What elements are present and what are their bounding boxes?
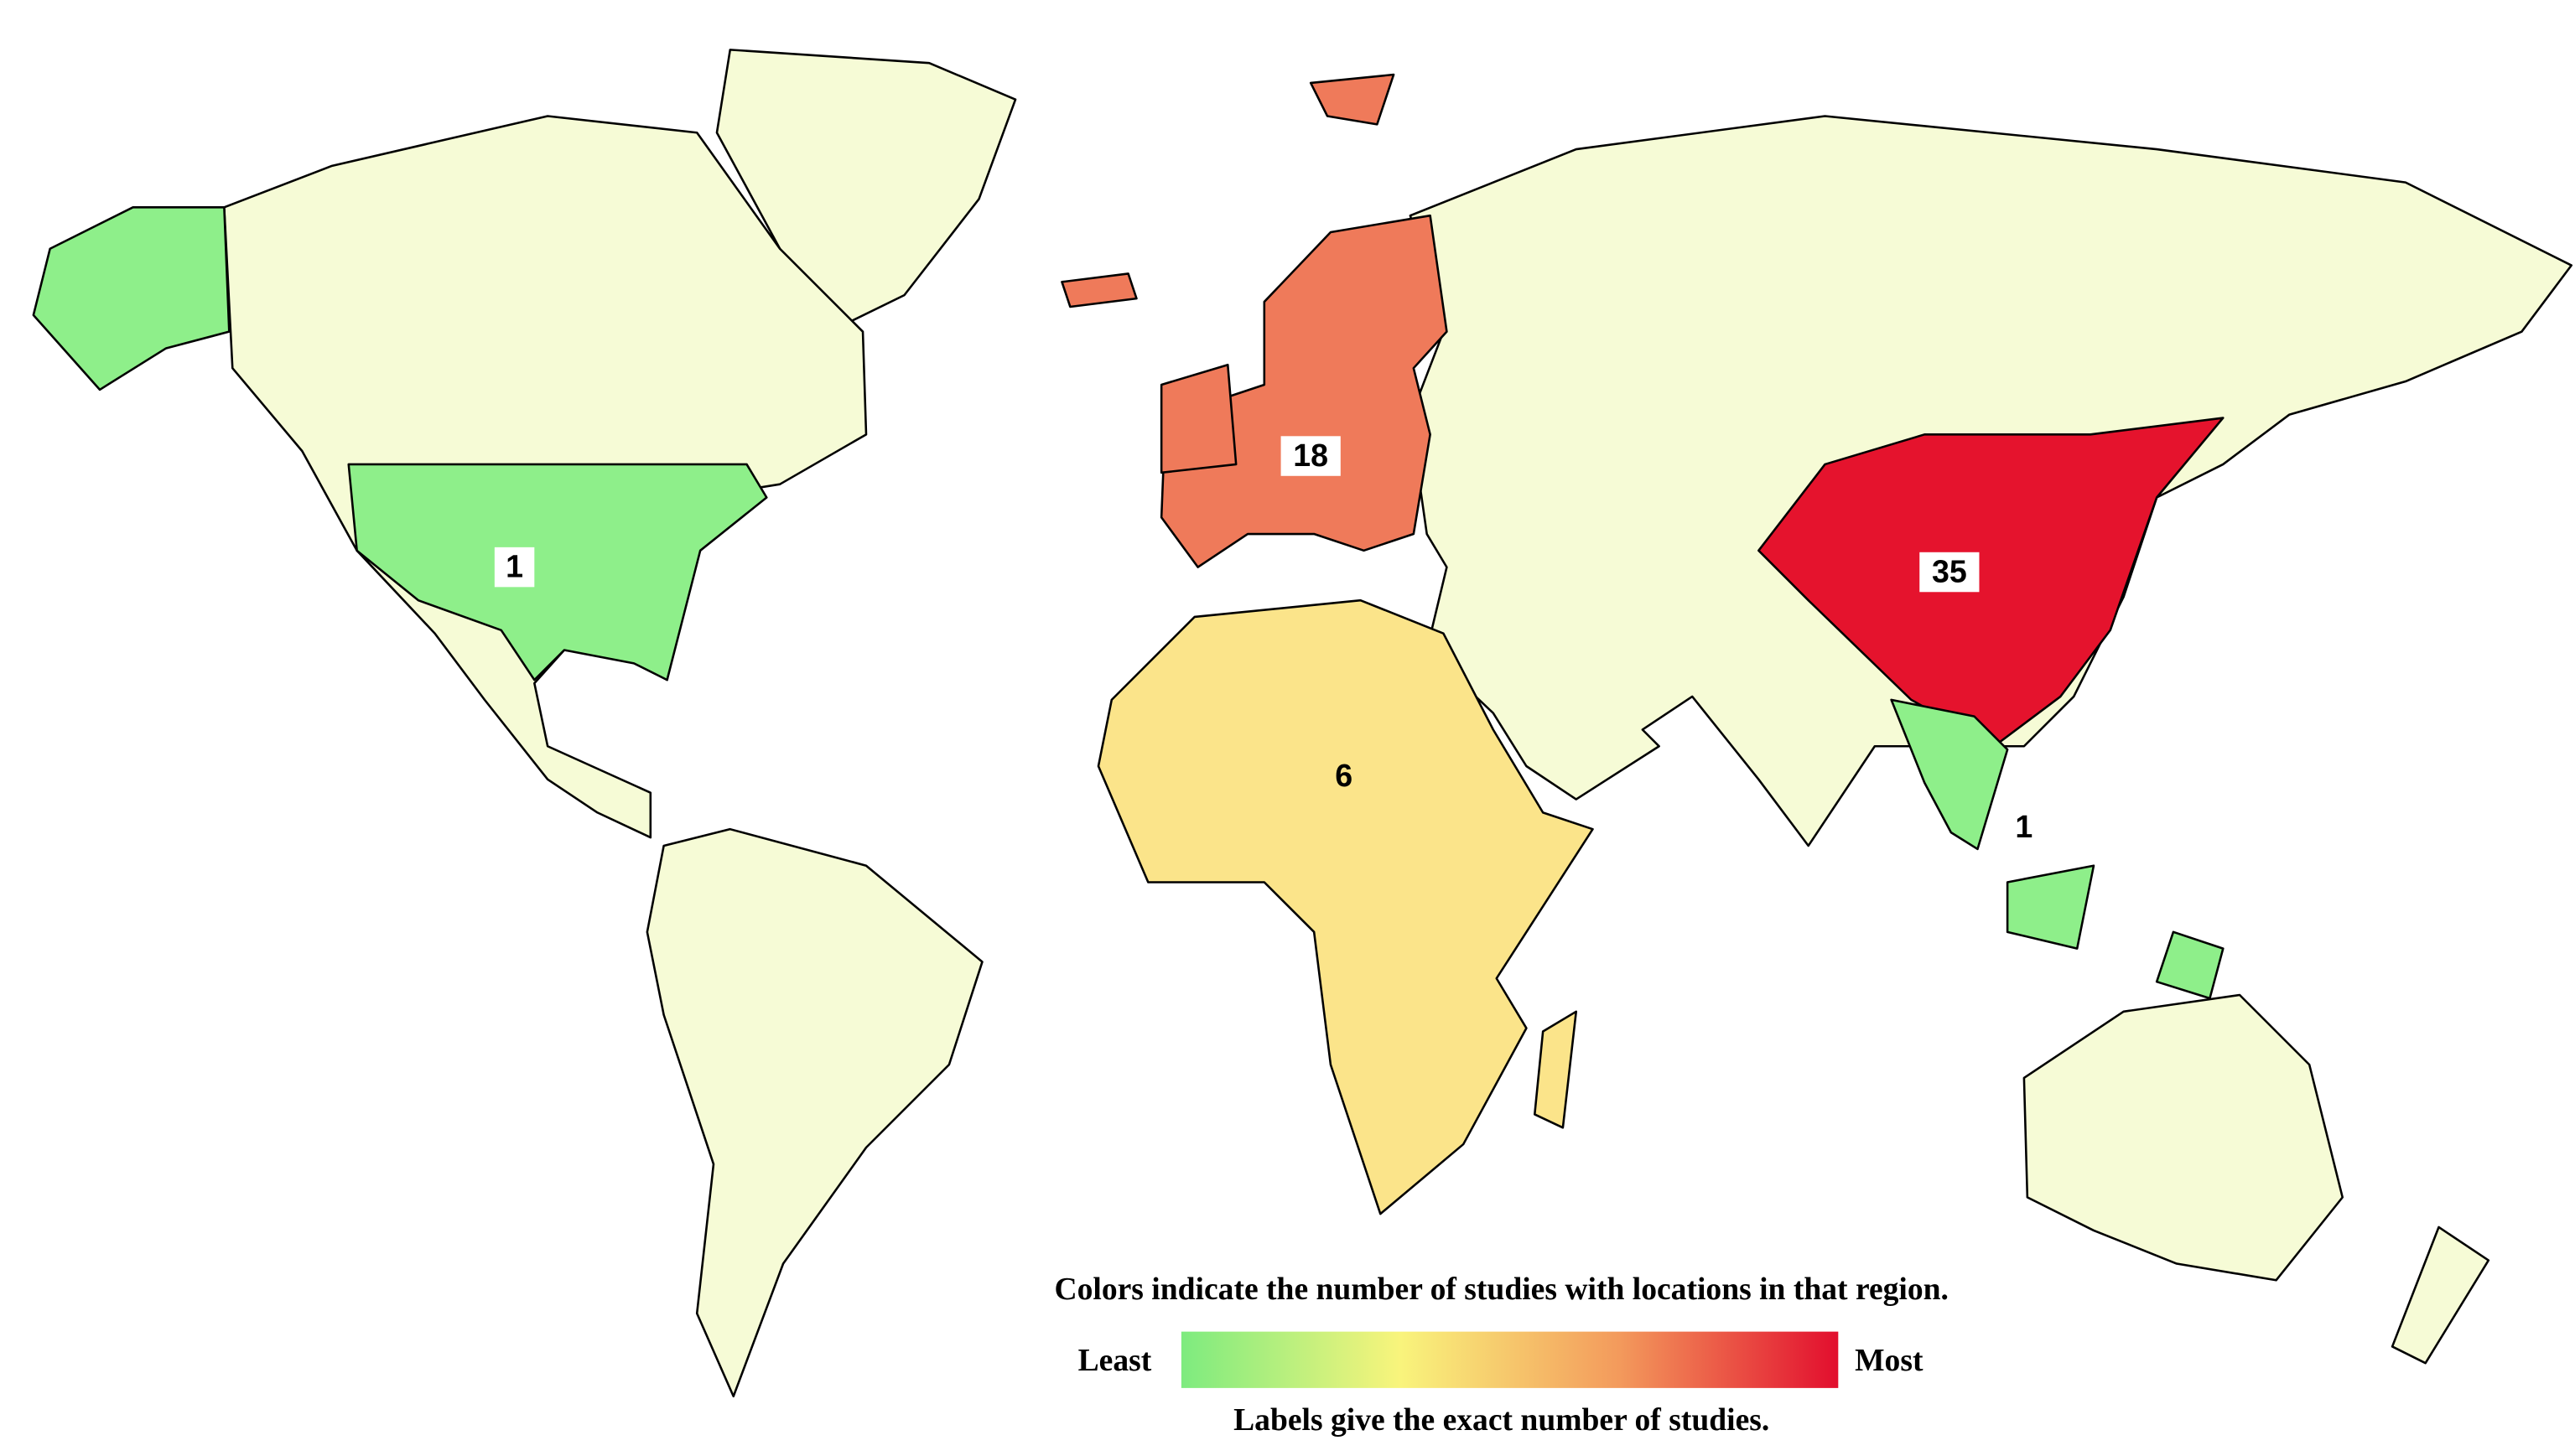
legend-least: Least	[1078, 1344, 1152, 1378]
region-shape	[2155, 930, 2225, 1000]
region-shape	[1890, 698, 2009, 851]
region-label: 18	[1293, 438, 1328, 473]
region-shape	[1309, 73, 1395, 126]
region-labels: 1 18 35 6 1	[494, 436, 2032, 844]
region-shape	[1160, 363, 1238, 474]
legend: Colors indicate the number of studies wi…	[1054, 1272, 1949, 1438]
region-label: 6	[1335, 758, 1352, 793]
legend-gradient	[1181, 1331, 1839, 1388]
region-shape	[347, 463, 768, 681]
region-label: 1	[2015, 809, 2032, 844]
region-shape	[2006, 864, 2095, 950]
region-shape	[32, 206, 231, 391]
regions	[32, 73, 2225, 1215]
region-label: 1	[506, 548, 523, 583]
legend-most: Most	[1855, 1344, 1923, 1378]
legend-note: Labels give the exact number of studies.	[1233, 1403, 1769, 1438]
label-box	[1919, 552, 1980, 593]
region-shape	[1160, 214, 1448, 568]
south-america	[646, 827, 984, 1398]
label-box	[1280, 436, 1341, 476]
label-box	[494, 547, 535, 588]
region-shape	[1061, 272, 1138, 308]
region-shape	[1533, 1010, 1578, 1129]
region-label: 35	[1932, 553, 1967, 588]
region-shape	[1757, 417, 2225, 748]
legend-title: Colors indicate the number of studies wi…	[1054, 1272, 1949, 1307]
region-shape	[1097, 598, 1594, 1215]
new-zealand	[2391, 1225, 2490, 1365]
australia	[2022, 993, 2344, 1282]
